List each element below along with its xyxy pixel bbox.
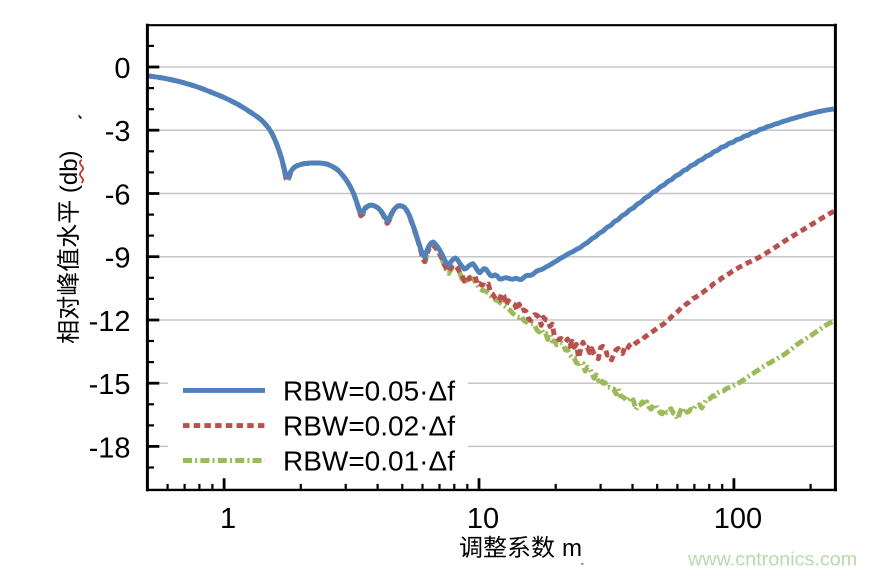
svg-text:-12: -12 bbox=[89, 306, 131, 338]
svg-text:www.cntronics.com: www.cntronics.com bbox=[687, 549, 857, 571]
svg-text:RBW=0.02·Δf: RBW=0.02·Δf bbox=[283, 411, 455, 442]
svg-text:0: 0 bbox=[114, 53, 130, 85]
svg-text:(db): (db) bbox=[56, 150, 83, 199]
svg-text:-18: -18 bbox=[89, 432, 131, 464]
svg-text:-9: -9 bbox=[105, 243, 131, 275]
svg-text:RBW=0.05·Δf: RBW=0.05·Δf bbox=[283, 375, 455, 406]
svg-text:m: m bbox=[562, 535, 582, 562]
svg-text:10: 10 bbox=[467, 503, 499, 535]
svg-text:RBW=0.01·Δf: RBW=0.01·Δf bbox=[283, 446, 455, 477]
svg-text:-6: -6 bbox=[105, 180, 131, 212]
svg-text:1: 1 bbox=[220, 503, 236, 535]
svg-text:-3: -3 bbox=[105, 116, 131, 148]
svg-text:100: 100 bbox=[714, 503, 762, 535]
svg-text:-15: -15 bbox=[89, 369, 131, 401]
